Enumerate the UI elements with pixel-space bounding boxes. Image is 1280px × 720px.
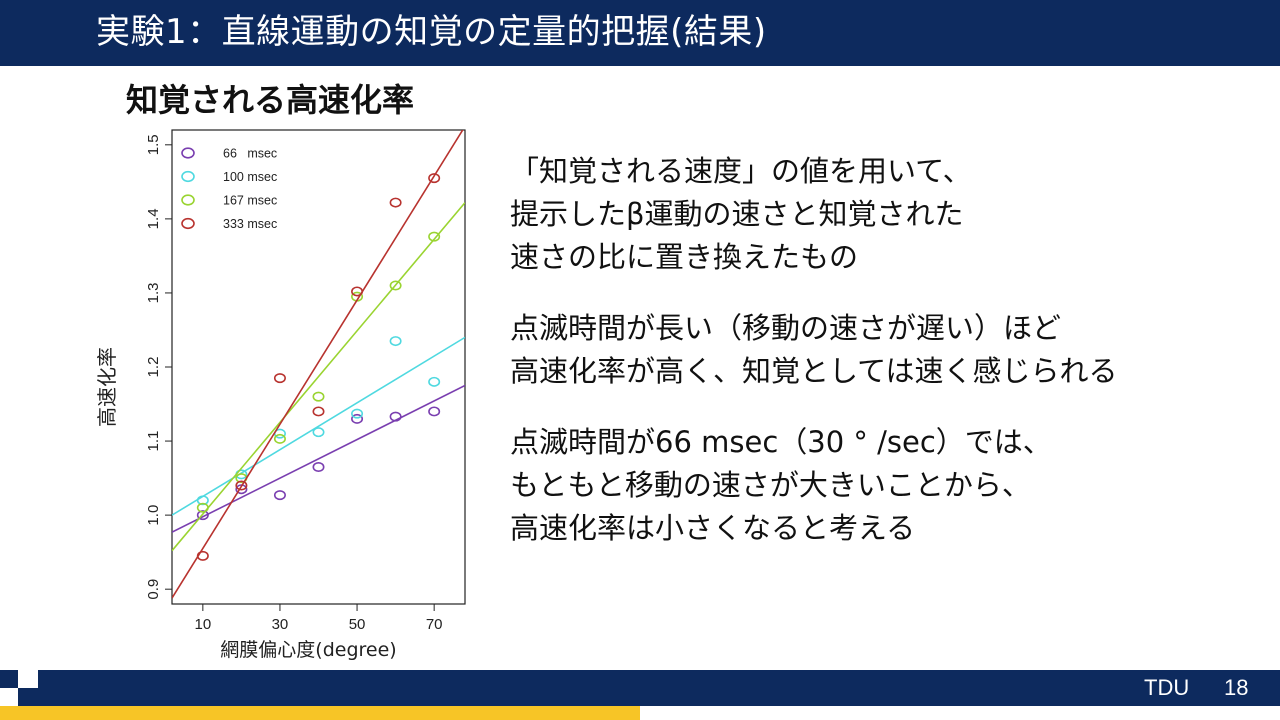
y-tick-label: 1.0	[145, 505, 162, 526]
legend-label: 100 msec	[223, 170, 277, 184]
data-point-series-4	[235, 480, 248, 491]
data-point-series-1	[428, 406, 441, 417]
data-point-series-2	[196, 495, 209, 506]
scatter-chart: 10 30 50 70 0.9 1.0 1.1 1.2 1.3 1.4 1.5 網膜偏心度(degre…	[92, 128, 482, 663]
slide-title: 実験1：直線運動の知覚の定量的把握(結果)	[96, 12, 767, 52]
fit-line-series-2	[172, 336, 465, 516]
y-axis-label: 高速化率	[95, 347, 119, 427]
x-tick-label: 70	[426, 616, 443, 633]
data-point-series-3	[273, 433, 286, 444]
legend-marker	[181, 147, 195, 159]
explanation-line: もともと移動の速さが大きいことから、	[510, 468, 1031, 502]
data-point-series-2	[312, 427, 325, 438]
legend-label: 333 msec	[223, 217, 277, 231]
footer-accent-stripe	[0, 706, 640, 720]
footer-bar	[38, 670, 1280, 706]
data-point-series-4	[428, 173, 441, 184]
data-point-series-2	[428, 376, 441, 387]
data-point-series-1	[351, 413, 364, 424]
explanation-text: 「知覚される速度」の値を用いて、 提示したβ運動の速さと知覚された 速さの比に置き換…	[510, 150, 1270, 578]
plot-frame	[171, 129, 466, 605]
y-tick-label: 1.5	[145, 134, 162, 155]
data-point-series-1	[273, 490, 286, 501]
data-point-series-4	[196, 550, 209, 561]
footer-org: TDU	[1144, 675, 1190, 700]
legend-label: 167 msec	[223, 194, 277, 208]
data-point-series-1	[312, 461, 325, 472]
explanation-line: 高速化率が高く、知覚としては速く感じられる	[510, 354, 1118, 388]
title-bar: 実験1：直線運動の知覚の定量的把握(結果)	[0, 0, 1280, 66]
legend-marker	[181, 194, 195, 206]
x-tick-label: 30	[272, 616, 289, 633]
data-point-series-4	[389, 197, 402, 208]
fit-line-series-4	[172, 130, 464, 599]
data-point-series-3	[389, 280, 402, 291]
explanation-line: 提示したβ運動の速さと知覚された	[510, 197, 964, 231]
explanation-line: 点滅時間が66 msec（30 ° /sec）では、	[510, 425, 1052, 459]
chart-svg: 10 30 50 70 0.9 1.0 1.1 1.2 1.3 1.4 1.5 網膜偏心度(degre…	[95, 129, 466, 661]
x-tick-label: 50	[349, 616, 366, 633]
data-point-series-4	[351, 286, 364, 297]
data-point-series-1	[196, 510, 209, 521]
explanation-line: 点滅時間が長い（移動の速さが遅い）ほど	[510, 311, 1062, 345]
chart-section-title: 知覚される高速化率	[126, 81, 415, 119]
x-axis-label: 網膜偏心度(degree)	[220, 639, 396, 661]
legend-marker	[181, 217, 195, 230]
page-number: 18	[1224, 675, 1249, 700]
footer-decor-square	[18, 688, 38, 706]
explanation-line: 高速化率は小さくなると考える	[510, 511, 916, 545]
y-tick-label: 1.2	[145, 357, 162, 378]
data-point-series-3	[312, 391, 325, 402]
footer-decor-square	[0, 670, 18, 688]
explanation-paragraph: 点滅時間が66 msec（30 ° /sec）では、 もともと移動の速さが大きいこ…	[510, 421, 1270, 550]
data-point-series-2	[351, 408, 364, 419]
explanation-line: 速さの比に置き換えたもの	[510, 240, 859, 274]
data-point-series-4	[273, 373, 286, 384]
y-tick-label: 1.3	[145, 283, 162, 304]
data-point-series-2	[389, 336, 402, 347]
explanation-line: 「知覚される速度」の値を用いて、	[510, 154, 972, 188]
y-tick-label: 1.1	[145, 431, 162, 452]
y-tick-label: 1.4	[145, 208, 162, 229]
x-tick-label: 10	[194, 616, 211, 633]
fit-line-series-1	[172, 384, 465, 533]
legend-label: 66 msec	[223, 147, 277, 161]
legend-marker	[181, 170, 195, 183]
data-point-series-3	[428, 231, 441, 242]
data-point-series-1	[389, 411, 402, 422]
data-point-series-3	[196, 502, 209, 513]
explanation-paragraph: 点滅時間が長い（移動の速さが遅い）ほど高速化率が高く、知覚としては速く感じられる	[510, 307, 1270, 393]
explanation-paragraph: 「知覚される速度」の値を用いて、 提示したβ運動の速さと知覚された 速さの比に置き換…	[510, 150, 1270, 279]
fit-line-series-3	[172, 202, 465, 552]
y-tick-label: 0.9	[145, 579, 162, 600]
data-point-series-4	[312, 406, 325, 417]
